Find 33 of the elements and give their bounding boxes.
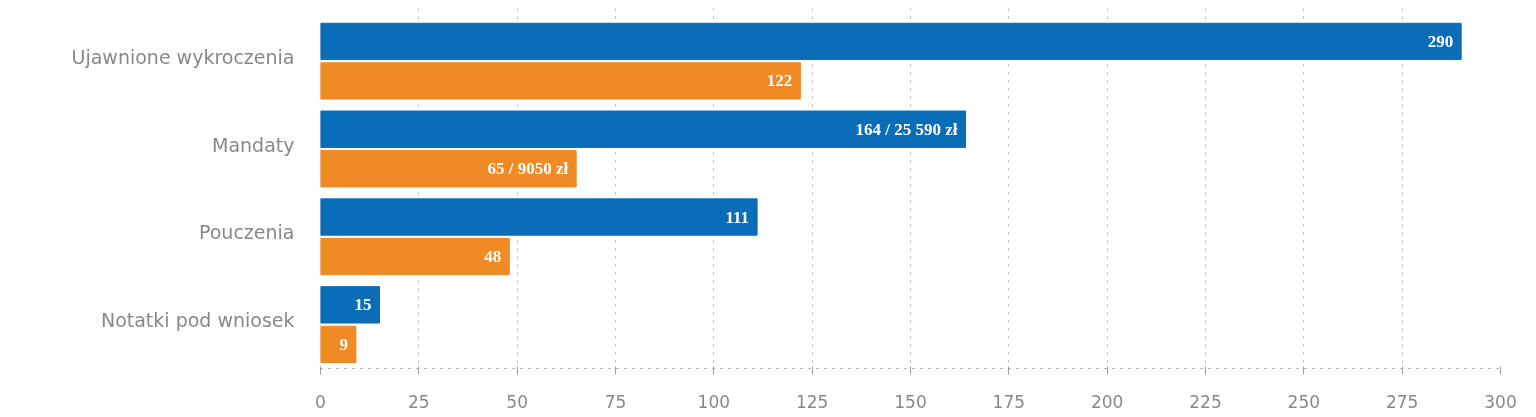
x-tick-label: 0 (315, 391, 326, 412)
data-label: 164 / 25 590 zł (855, 119, 958, 139)
bar (320, 62, 801, 100)
x-tick-label: 200 (1090, 391, 1124, 412)
x-tick-label: 225 (1189, 391, 1222, 412)
x-tick-label: 125 (795, 391, 829, 412)
x-tick-label: 275 (1385, 391, 1419, 412)
x-tick-label: 25 (408, 391, 430, 412)
x-tick-label: 250 (1287, 391, 1321, 412)
bar (320, 286, 380, 324)
x-tick-label: 150 (894, 391, 927, 412)
data-label: 15 (354, 295, 372, 315)
bar (320, 110, 967, 148)
data-label: 9 (339, 334, 348, 354)
bar (320, 237, 510, 276)
x-tick-label: 175 (992, 391, 1026, 412)
bar (320, 198, 758, 236)
bar (320, 325, 357, 364)
y-tick-label: Notatki pod wniosek (100, 309, 295, 332)
x-tick-label: 50 (506, 391, 528, 412)
data-label: 122 (766, 71, 793, 91)
x-tick-label: 75 (604, 391, 627, 412)
x-tick-label: 100 (697, 391, 731, 412)
data-label: 111 (725, 207, 750, 227)
bar (320, 150, 577, 188)
data-label: 48 (484, 247, 502, 267)
y-tick-label: Pouczenia (198, 221, 295, 244)
x-tick-label: 300 (1484, 391, 1517, 412)
y-tick-label: Ujawnione wykroczenia (71, 45, 295, 68)
data-label: 290 (1427, 31, 1454, 51)
bar (320, 22, 1462, 61)
data-label: 65 / 9050 zł (487, 159, 569, 179)
y-tick-label: Mandaty (212, 133, 295, 156)
